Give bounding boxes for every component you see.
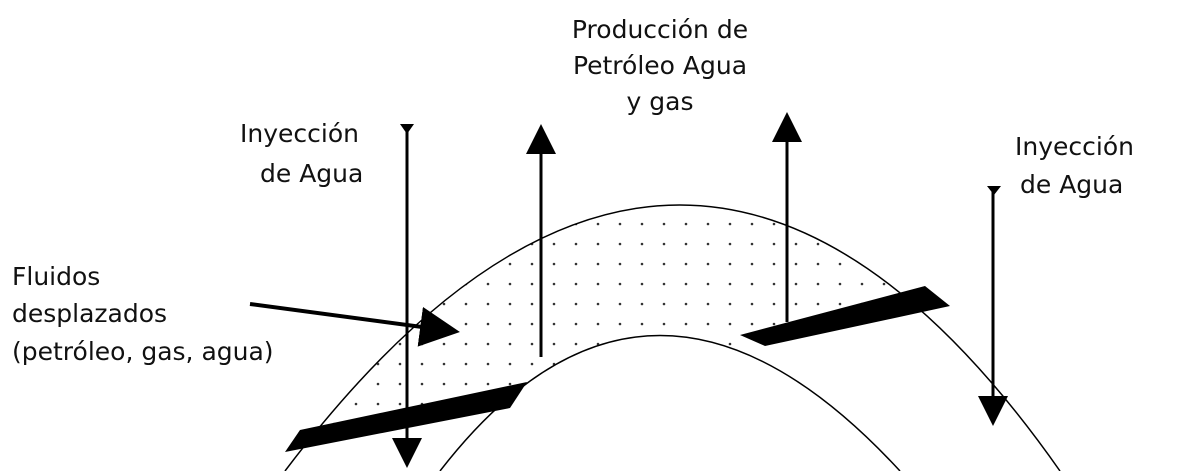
injection-marker [987,186,1001,195]
fluids-arrow [250,304,452,331]
label: Producción de [572,15,748,44]
label: Petróleo Agua [573,51,747,80]
label: de Agua [1020,170,1123,199]
label: (petróleo, gas, agua) [12,337,274,366]
label: Inyección [240,119,359,148]
label: de Agua [260,159,363,188]
injection-marker [400,124,414,134]
label: desplazados [12,299,167,328]
label: y gas [627,87,694,116]
label: Fluidos [12,262,100,291]
diagram: Producción de Petróleo Agua y gas Inyecc… [0,0,1193,471]
label: Inyección [1015,132,1134,161]
